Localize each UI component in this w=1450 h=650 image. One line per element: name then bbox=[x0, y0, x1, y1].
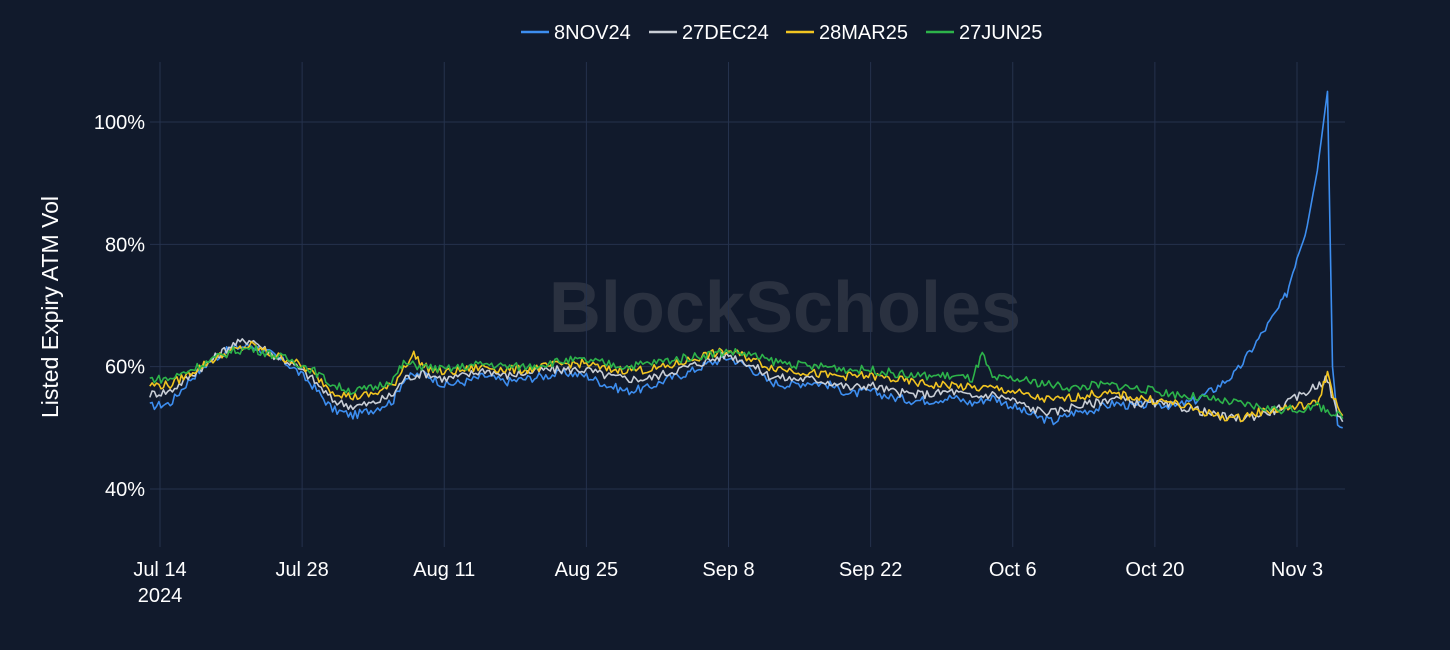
x-tick-label: Jul 28 bbox=[275, 559, 328, 581]
x-tick-label: Oct 20 bbox=[1125, 559, 1184, 581]
y-tick-label: 60% bbox=[105, 357, 145, 379]
legend-entry[interactable]: 28MAR25 bbox=[819, 22, 908, 44]
legend-entry[interactable]: 8NOV24 bbox=[554, 22, 631, 44]
series-layer bbox=[149, 90, 1344, 429]
grid-layer bbox=[150, 62, 1345, 547]
y-tick-label: 100% bbox=[94, 112, 145, 134]
y-axis-label: Listed Expiry ATM Vol bbox=[37, 196, 63, 418]
axis-layer: 40% 60% 80% 100% Jul 14 2024 Jul 28 Aug 11 Aug 2… bbox=[94, 112, 1323, 607]
watermark: BlockScholes bbox=[549, 268, 1021, 348]
x-tick-label: Nov 3 bbox=[1271, 559, 1323, 581]
series-line-27jun25 bbox=[149, 345, 1344, 420]
y-tick-label: 40% bbox=[105, 479, 145, 501]
x-tick-sublabel: 2024 bbox=[138, 585, 183, 607]
x-tick-label: Aug 11 bbox=[413, 559, 475, 581]
x-tick-label: Oct 6 bbox=[989, 559, 1037, 581]
x-tick-label: Jul 14 bbox=[133, 559, 186, 581]
series-line-27dec24 bbox=[149, 338, 1344, 423]
legend-entry[interactable]: 27DEC24 bbox=[682, 22, 769, 44]
legend: 8NOV24 27DEC24 28MAR25 27JUN25 bbox=[521, 22, 1042, 44]
series-line-8nov24 bbox=[149, 90, 1343, 429]
series-line-28mar25 bbox=[149, 340, 1344, 423]
legend-entry[interactable]: 27JUN25 bbox=[959, 22, 1042, 44]
x-tick-label: Sep 22 bbox=[839, 559, 902, 581]
x-tick-label: Aug 25 bbox=[555, 559, 618, 581]
x-tick-label: Sep 8 bbox=[702, 559, 754, 581]
y-tick-label: 80% bbox=[105, 234, 145, 256]
